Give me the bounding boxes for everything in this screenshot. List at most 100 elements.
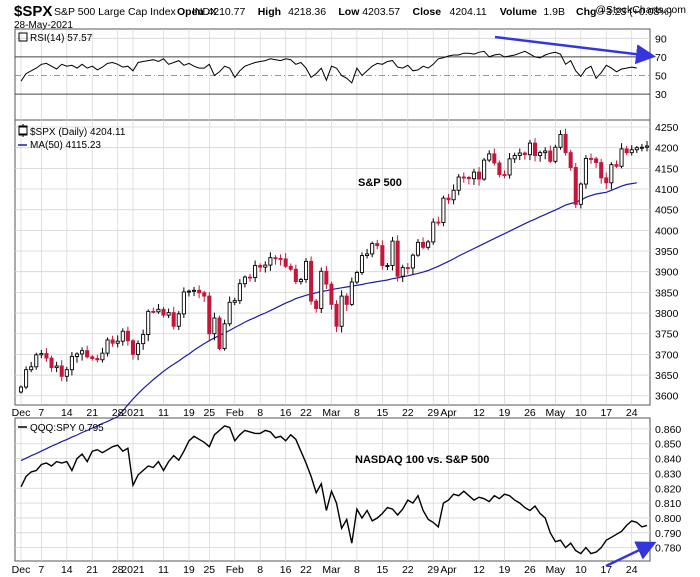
x-tick-label: Dec xyxy=(12,564,31,576)
candle-body xyxy=(90,356,95,359)
candle-body xyxy=(217,317,222,350)
candle-body xyxy=(370,243,375,255)
candle-body xyxy=(74,353,80,357)
candle-body xyxy=(329,283,334,305)
x-tick-label: 22 xyxy=(402,407,414,419)
candle-body xyxy=(197,289,202,294)
candle-body xyxy=(634,147,639,151)
ratio-tick-label: 0.820 xyxy=(655,483,681,495)
candle-body xyxy=(573,167,578,205)
candle-body xyxy=(273,257,278,260)
candle-body xyxy=(29,366,34,371)
price-tick-label: 4050 xyxy=(655,205,679,217)
candle-body xyxy=(354,272,359,283)
candle-body xyxy=(477,171,482,180)
x-tick-label: 8 xyxy=(354,564,360,576)
ratio-tick-label: 0.830 xyxy=(655,468,681,480)
ratio-tick-label: 0.800 xyxy=(655,513,681,525)
rsi-tick-label: 50 xyxy=(655,71,667,83)
candle-body xyxy=(59,365,64,377)
candle-body xyxy=(166,312,171,316)
candle-body xyxy=(288,265,293,270)
candle-body xyxy=(130,340,135,355)
candle-body xyxy=(146,310,151,335)
candle-body xyxy=(553,146,558,162)
x-tick-label: 19 xyxy=(183,407,195,419)
candle-body xyxy=(426,241,431,248)
candle-body xyxy=(349,281,354,305)
ohlc-value-volume: 1.9B xyxy=(543,6,565,18)
candle-body xyxy=(415,241,421,256)
rsi-tick-label: 30 xyxy=(655,89,667,101)
x-tick-label: 26 xyxy=(524,407,536,419)
candle-body xyxy=(202,292,207,297)
candle-body xyxy=(543,150,548,154)
rsi-panel-frame xyxy=(14,28,651,121)
x-tick-label: 21 xyxy=(86,564,98,576)
candle-body xyxy=(115,340,120,344)
candle-body xyxy=(619,148,624,167)
rsi-legend: RSI(14) 57.57 xyxy=(18,32,93,44)
candle-body xyxy=(405,267,410,270)
candle-body xyxy=(268,257,273,266)
candle-body xyxy=(609,164,614,184)
candle-body xyxy=(466,176,471,180)
x-tick-label: Mar xyxy=(322,564,341,576)
ohlc-value-high: 4218.36 xyxy=(288,6,326,18)
candle-body xyxy=(563,133,568,154)
price-tick-label: 4100 xyxy=(655,184,679,196)
ohlc-label-low: Low xyxy=(338,6,360,18)
candle-body xyxy=(436,221,441,224)
candle-body xyxy=(85,350,90,358)
candle-body xyxy=(502,174,507,176)
candle-body xyxy=(497,162,502,175)
candle-body xyxy=(222,323,227,350)
candle-body xyxy=(105,339,110,354)
candle-body xyxy=(517,152,522,156)
candle-body xyxy=(247,276,253,279)
price-legend: $SPX (Daily) 4204.11 MA(50) 4115.23 xyxy=(18,124,126,151)
ma-legend-label: MA(50) 4115.23 xyxy=(30,140,101,151)
candle-body xyxy=(644,145,650,148)
candle-body xyxy=(125,330,130,342)
x-tick-label: 14 xyxy=(61,407,73,419)
candle-body xyxy=(309,260,314,302)
price-tick-label: 3850 xyxy=(655,287,679,299)
x-tick-label: 8 xyxy=(354,407,360,419)
watermark: @StockCharts.com xyxy=(595,4,686,16)
ratio-trend-arrow xyxy=(605,541,657,568)
x-tick-label: 24 xyxy=(626,564,638,576)
candle-body xyxy=(594,158,599,164)
x-tick-label: 15 xyxy=(377,407,389,419)
price-panel-frame xyxy=(14,119,651,406)
x-tick-label: 22 xyxy=(402,564,414,576)
candle-body xyxy=(141,334,146,345)
price-legend-label: $SPX (Daily) 4204.11 xyxy=(30,127,126,138)
x-tick-label: 24 xyxy=(626,407,638,419)
ohlc-value-close: 4204.11 xyxy=(450,6,487,18)
price-tick-label: 3800 xyxy=(655,308,679,320)
chart-symbol-name: S&P 500 Large Cap Index xyxy=(54,6,177,18)
x-tick-label: 16 xyxy=(280,564,292,576)
candle-body xyxy=(583,157,588,185)
x-tick-label: 14 xyxy=(61,564,73,576)
x-tick-label: 7 xyxy=(38,407,44,419)
x-tick-label: Mar xyxy=(322,407,341,419)
candle-body xyxy=(461,176,466,179)
x-tick-label: May xyxy=(545,407,566,419)
x-tick-label: 17 xyxy=(600,564,612,576)
x-tick-label: 19 xyxy=(499,564,511,576)
candle-body xyxy=(136,343,141,355)
chart-date: 28-May-2021 xyxy=(14,20,73,31)
candle-body xyxy=(446,197,451,201)
x-tick-label: Apr xyxy=(440,407,457,419)
candle-body xyxy=(639,146,644,149)
candle-body xyxy=(456,176,461,191)
rsi-line xyxy=(20,50,637,84)
candle-body xyxy=(64,369,69,377)
candle-body xyxy=(44,353,49,359)
ohlc-label-high: High xyxy=(258,6,281,18)
x-tick-label: 2021 xyxy=(121,407,145,419)
price-tick-label: 4250 xyxy=(655,122,679,134)
